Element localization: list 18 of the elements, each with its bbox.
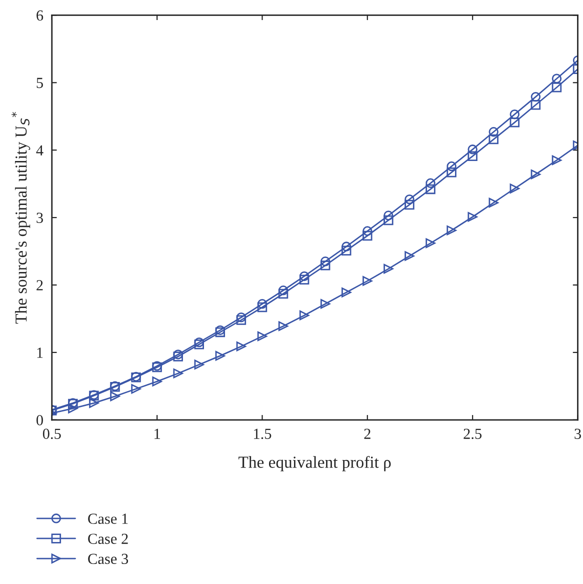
y-tick-label: 1 bbox=[37, 348, 43, 358]
y-tick-label: 2 bbox=[36, 280, 43, 290]
x-axis-title: The equivalent profit ρ bbox=[238, 456, 391, 472]
y-tick-label: 0 bbox=[36, 415, 43, 426]
x-tick-label: 1 bbox=[154, 428, 160, 439]
x-tick-label: 2.5 bbox=[464, 428, 482, 440]
legend-label: Case 3 bbox=[88, 554, 128, 564]
y-axis-title: The source's optimal utility U$_{S}$$^{*}$ bbox=[12, 112, 30, 324]
y-tick-label: 3 bbox=[36, 212, 43, 223]
legend-label: Case 2 bbox=[88, 534, 128, 544]
y-tick-label: 5 bbox=[36, 78, 43, 88]
x-tick-label: 2 bbox=[364, 428, 370, 439]
x-tick-label: 0.5 bbox=[42, 428, 61, 440]
y-tick-label: 4 bbox=[36, 145, 44, 156]
x-tick-label: 3 bbox=[574, 428, 581, 439]
x-tick-label: 1.5 bbox=[254, 428, 272, 440]
legend-label: Case 1 bbox=[88, 514, 128, 524]
y-tick-label: 6 bbox=[36, 10, 44, 21]
